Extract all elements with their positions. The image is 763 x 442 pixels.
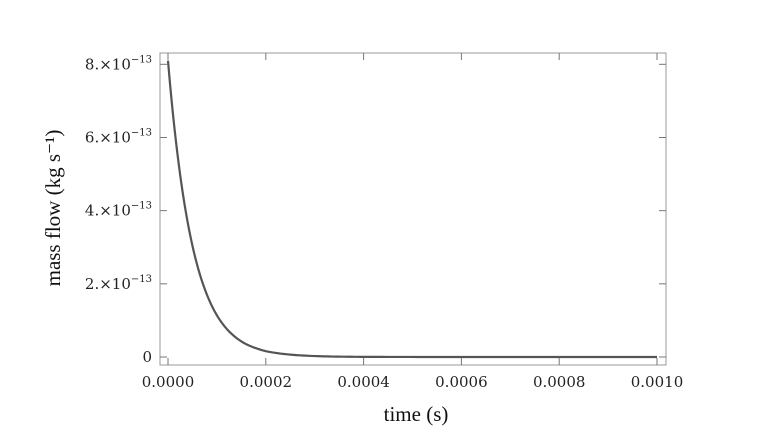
y-tick-exponent: −13 <box>131 201 152 212</box>
y-tick-label: 0 <box>142 348 152 366</box>
y-tick-label: 2.×10−13 <box>85 274 152 293</box>
x-tick-label: 0.0004 <box>337 373 390 391</box>
y-tick-label: 4.×10−13 <box>85 201 152 220</box>
y-tick-mantissa: 2.×10 <box>85 275 131 293</box>
x-tick-label: 0.0006 <box>435 373 488 391</box>
y-tick-exponent: −13 <box>131 54 152 65</box>
y-tick-label: 6.×10−13 <box>85 127 152 146</box>
x-axis-title: time (s) <box>384 402 449 426</box>
y-tick-mantissa: 0 <box>142 348 152 366</box>
x-axis-ticks: 0.0000 0.0002 0.0004 0.0006 0.0008 0.0010 <box>142 53 684 391</box>
plot-frame <box>159 52 667 366</box>
y-tick-mantissa: 4.×10 <box>85 202 131 220</box>
y-tick-exponent: −13 <box>131 274 152 285</box>
x-tick-label: 0.0002 <box>240 373 293 391</box>
x-tick-label: 0.0000 <box>142 373 195 391</box>
y-axis-title: mass flow (kg s⁻¹) <box>41 130 65 287</box>
series-line <box>166 60 657 359</box>
y-tick-mantissa: 8.×10 <box>85 55 131 73</box>
x-tick-label: 0.0008 <box>533 373 586 391</box>
y-tick-label: 8.×10−13 <box>85 54 152 73</box>
y-axis-ticks: 02.×10−134.×10−136.×10−138.×10−13 <box>85 54 666 366</box>
x-tick-label: 0.0010 <box>631 373 684 391</box>
y-tick-mantissa: 6.×10 <box>85 128 131 146</box>
y-tick-exponent: −13 <box>131 127 152 138</box>
